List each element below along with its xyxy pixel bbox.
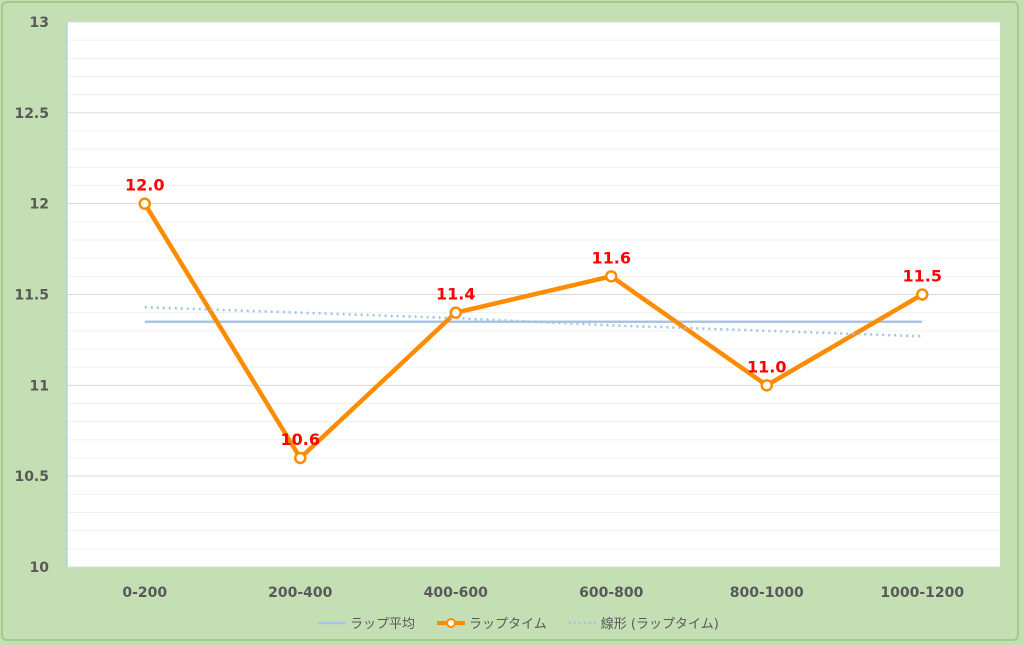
x-tick-label: 0-200 [122, 585, 167, 601]
data-label: 11.5 [903, 267, 942, 286]
data-point [294, 451, 307, 465]
data-point [605, 270, 618, 283]
x-tick-label: 800-1000 [730, 585, 804, 601]
series-line [144, 305, 923, 338]
data-point [138, 197, 151, 210]
data-point [449, 306, 462, 319]
legend-label: ラップ平均 [350, 617, 415, 632]
x-tick-label: 1000-1200 [880, 585, 964, 601]
data-point [760, 379, 773, 392]
y-tick-label: 11 [30, 378, 49, 394]
data-point [916, 288, 929, 301]
y-tick-label: 12.5 [14, 106, 49, 122]
x-tick-label: 200-400 [268, 585, 333, 601]
data-label: 12.0 [125, 176, 164, 195]
series-layer [138, 197, 929, 465]
legend-marker [446, 618, 457, 628]
data-label: 11.6 [592, 248, 631, 267]
x-tick-label: 600-800 [579, 585, 644, 601]
data-label: 10.6 [281, 430, 320, 449]
y-tick-label: 10 [30, 560, 50, 576]
legend-label: ラップタイム [469, 617, 547, 632]
data-label: 11.4 [436, 285, 475, 304]
y-axis-ticks: 10 10.5 11 11.5 12 12.5 13 [14, 15, 49, 576]
y-tick-label: 13 [30, 15, 49, 31]
data-label: 11.0 [747, 357, 786, 376]
y-tick-label: 10.5 [14, 469, 49, 485]
legend-label: 線形 (ラップタイム) [601, 616, 719, 632]
series-line [142, 202, 924, 461]
y-tick-label: 12 [30, 197, 49, 213]
y-tick-label: 11.5 [14, 288, 49, 304]
x-axis-ticks: 0-200 200-400 400-600 600-800 800-1000 1000-1… [122, 585, 964, 601]
x-tick-label: 400-600 [424, 585, 489, 601]
legend: ラップ平均 ラップタイム 線形 (ラップタイム) [318, 616, 719, 632]
data-labels: 12.0 10.6 11.4 11.6 11.0 11.5 [125, 176, 942, 449]
